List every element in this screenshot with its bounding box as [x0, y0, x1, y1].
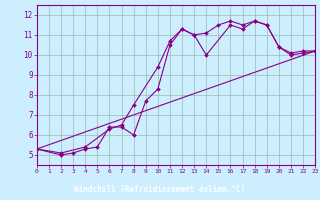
Text: Windchill (Refroidissement éolien,°C): Windchill (Refroidissement éolien,°C) [75, 185, 245, 194]
